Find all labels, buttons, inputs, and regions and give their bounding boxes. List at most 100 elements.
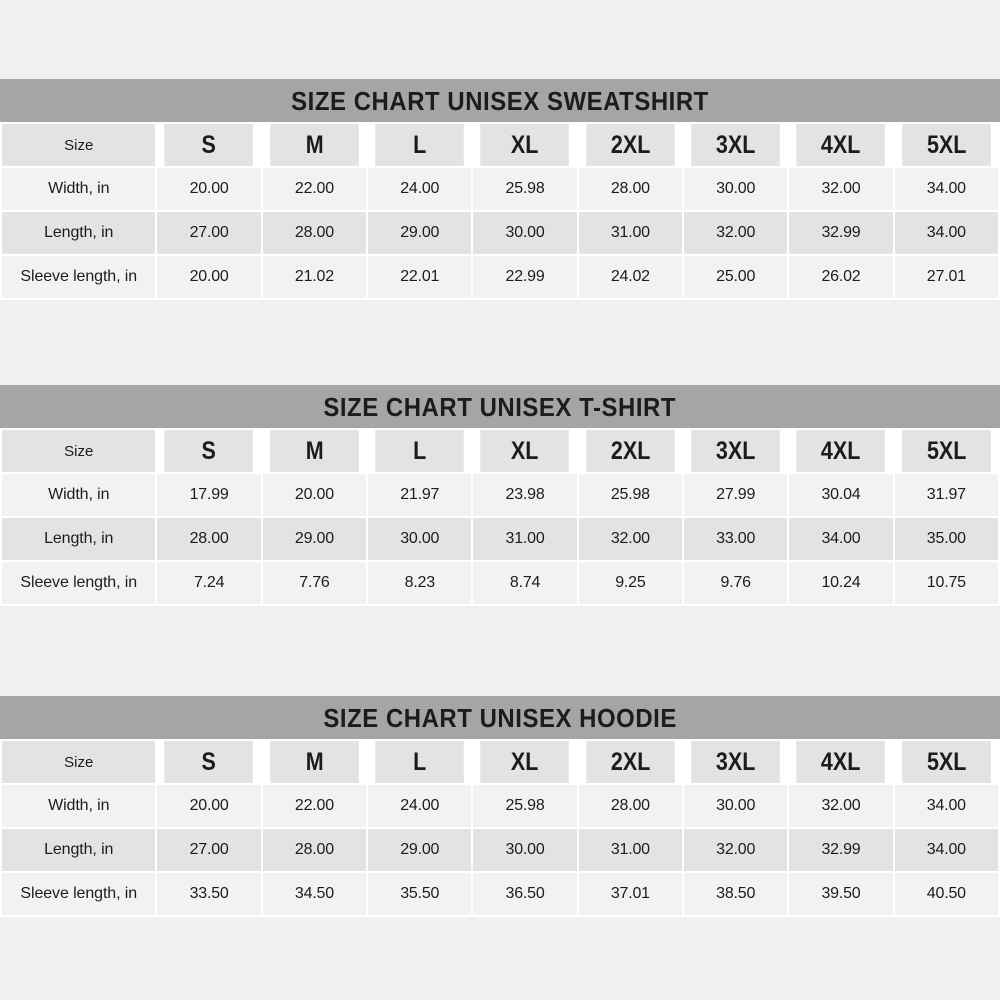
row-label-sleeve-length: Sleeve length, in	[2, 873, 156, 915]
cell-width-3xl: 27.99	[684, 474, 788, 516]
column-header-m: M	[270, 741, 359, 783]
cell-sleeve-xl: 8.74	[473, 562, 577, 604]
table-row: Width, in 20.00 22.00 24.00 25.98 28.00 …	[2, 168, 998, 210]
row-label-width: Width, in	[2, 474, 156, 516]
cell-width-s: 20.00	[157, 785, 261, 827]
row-label-length: Length, in	[2, 518, 156, 560]
table-header-row: Size S M L XL 2XL 3XL 4XL 5XL	[2, 430, 998, 472]
column-header-5xl: 5XL	[901, 430, 991, 472]
table-header-row: Size S M L XL 2XL 3XL 4XL 5XL	[2, 124, 998, 166]
cell-width-xl: 25.98	[473, 785, 577, 827]
cell-length-2xl: 31.00	[578, 212, 683, 254]
table-header-row: Size S M L XL 2XL 3XL 4XL 5XL	[2, 741, 998, 783]
cell-width-3xl: 30.00	[684, 785, 788, 827]
chart-title: SIZE CHART UNISEX T-SHIRT	[323, 391, 677, 422]
cell-sleeve-xl: 36.50	[473, 873, 577, 915]
cell-length-xl: 30.00	[473, 212, 577, 254]
cell-sleeve-4xl: 26.02	[789, 256, 893, 298]
column-header-size: Size	[2, 124, 156, 166]
cell-sleeve-s: 20.00	[157, 256, 261, 298]
row-label-length: Length, in	[2, 829, 156, 871]
column-header-3xl: 3XL	[691, 430, 781, 472]
cell-width-2xl: 28.00	[578, 168, 683, 210]
cell-sleeve-3xl: 9.76	[684, 562, 788, 604]
column-header-size: Size	[2, 430, 156, 472]
column-header-4xl: 4XL	[796, 741, 886, 783]
cell-length-2xl: 32.00	[578, 518, 683, 560]
column-header-2xl: 2XL	[585, 124, 675, 166]
row-label-width: Width, in	[2, 168, 156, 210]
cell-length-5xl: 34.00	[894, 212, 998, 254]
column-header-s: S	[164, 430, 254, 472]
cell-sleeve-3xl: 38.50	[684, 873, 788, 915]
cell-sleeve-m: 21.02	[262, 256, 367, 298]
size-chart-block-sweatshirt: SIZE CHART UNISEX SWEATSHIRT Size S M L …	[0, 79, 1000, 300]
cell-sleeve-s: 7.24	[157, 562, 261, 604]
cell-width-xl: 23.98	[473, 474, 577, 516]
column-header-s: S	[164, 124, 254, 166]
chart-title-bar: SIZE CHART UNISEX HOODIE	[0, 696, 1000, 739]
column-header-l: L	[375, 741, 465, 783]
cell-width-5xl: 34.00	[894, 168, 998, 210]
cell-length-s: 27.00	[157, 212, 261, 254]
column-header-4xl: 4XL	[796, 124, 886, 166]
cell-sleeve-4xl: 10.24	[789, 562, 893, 604]
cell-width-4xl: 30.04	[789, 474, 893, 516]
column-header-5xl: 5XL	[901, 124, 991, 166]
table-row: Sleeve length, in 33.50 34.50 35.50 36.5…	[2, 873, 998, 915]
cell-sleeve-m: 34.50	[262, 873, 367, 915]
row-label-length: Length, in	[2, 212, 156, 254]
cell-width-s: 17.99	[157, 474, 261, 516]
cell-length-l: 30.00	[368, 518, 472, 560]
cell-sleeve-s: 33.50	[157, 873, 261, 915]
chart-title-bar: SIZE CHART UNISEX T-SHIRT	[0, 385, 1000, 428]
cell-width-m: 22.00	[262, 168, 367, 210]
column-header-3xl: 3XL	[691, 741, 781, 783]
chart-title: SIZE CHART UNISEX SWEATSHIRT	[291, 85, 709, 116]
cell-length-m: 28.00	[262, 829, 367, 871]
cell-sleeve-3xl: 25.00	[684, 256, 788, 298]
cell-length-s: 27.00	[157, 829, 261, 871]
size-chart-table: Size S M L XL 2XL 3XL 4XL 5XL Width, in …	[0, 122, 1000, 300]
size-chart-table: Size S M L XL 2XL 3XL 4XL 5XL Width, in …	[0, 428, 1000, 606]
cell-sleeve-5xl: 27.01	[894, 256, 998, 298]
column-header-m: M	[270, 430, 359, 472]
chart-title-bar: SIZE CHART UNISEX SWEATSHIRT	[0, 79, 1000, 122]
column-header-xl: XL	[480, 430, 570, 472]
cell-length-5xl: 35.00	[894, 518, 998, 560]
cell-width-l: 21.97	[368, 474, 472, 516]
cell-length-3xl: 32.00	[684, 829, 788, 871]
cell-length-3xl: 32.00	[684, 212, 788, 254]
size-chart-table: Size S M L XL 2XL 3XL 4XL 5XL Width, in …	[0, 739, 1000, 917]
column-header-4xl: 4XL	[796, 430, 886, 472]
cell-sleeve-2xl: 37.01	[578, 873, 683, 915]
cell-width-5xl: 34.00	[894, 785, 998, 827]
row-label-sleeve-length: Sleeve length, in	[2, 256, 156, 298]
table-row: Sleeve length, in 20.00 21.02 22.01 22.9…	[2, 256, 998, 298]
cell-length-4xl: 32.99	[789, 212, 893, 254]
cell-length-xl: 31.00	[473, 518, 577, 560]
cell-width-xl: 25.98	[473, 168, 577, 210]
cell-length-2xl: 31.00	[578, 829, 683, 871]
column-header-3xl: 3XL	[691, 124, 781, 166]
cell-sleeve-xl: 22.99	[473, 256, 577, 298]
cell-length-4xl: 32.99	[789, 829, 893, 871]
row-label-sleeve-length: Sleeve length, in	[2, 562, 156, 604]
table-row: Width, in 17.99 20.00 21.97 23.98 25.98 …	[2, 474, 998, 516]
column-header-5xl: 5XL	[901, 741, 991, 783]
cell-sleeve-l: 35.50	[368, 873, 472, 915]
cell-width-2xl: 28.00	[578, 785, 683, 827]
chart-title: SIZE CHART UNISEX HOODIE	[323, 702, 677, 733]
column-header-size: Size	[2, 741, 156, 783]
cell-width-l: 24.00	[368, 785, 472, 827]
cell-length-4xl: 34.00	[789, 518, 893, 560]
row-label-width: Width, in	[2, 785, 156, 827]
cell-sleeve-4xl: 39.50	[789, 873, 893, 915]
table-row: Length, in 28.00 29.00 30.00 31.00 32.00…	[2, 518, 998, 560]
cell-length-l: 29.00	[368, 212, 472, 254]
cell-length-s: 28.00	[157, 518, 261, 560]
table-row: Width, in 20.00 22.00 24.00 25.98 28.00 …	[2, 785, 998, 827]
cell-width-l: 24.00	[368, 168, 472, 210]
table-row: Length, in 27.00 28.00 29.00 30.00 31.00…	[2, 212, 998, 254]
